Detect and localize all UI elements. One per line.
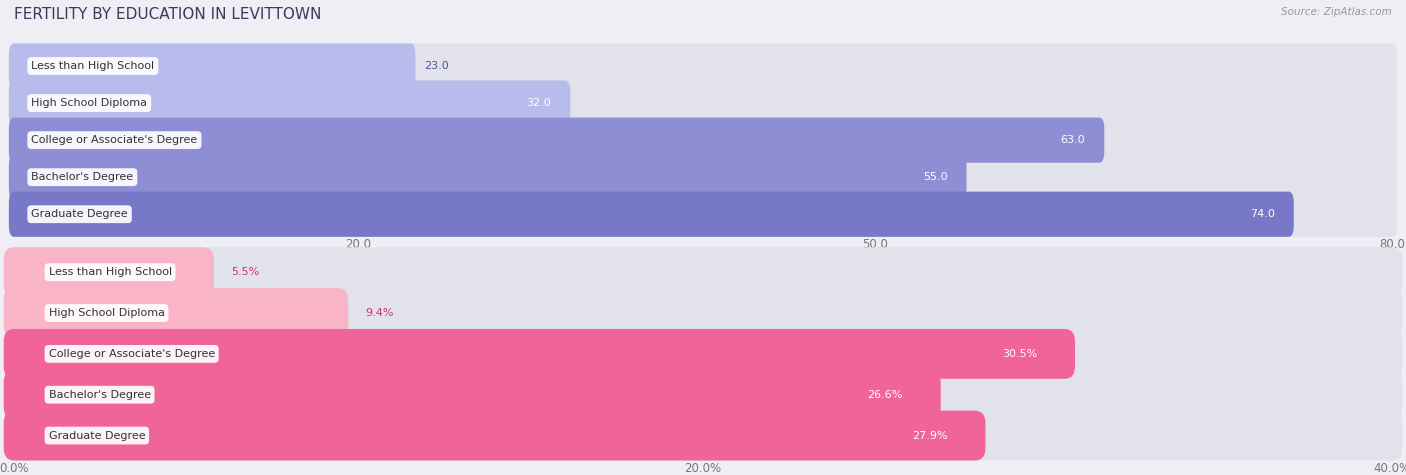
Text: Graduate Degree: Graduate Degree [31, 209, 128, 219]
Text: College or Associate's Degree: College or Associate's Degree [48, 349, 215, 359]
Text: 9.4%: 9.4% [366, 308, 394, 318]
FancyBboxPatch shape [4, 288, 1402, 338]
FancyBboxPatch shape [8, 43, 1398, 89]
FancyBboxPatch shape [8, 117, 1104, 163]
FancyBboxPatch shape [4, 288, 349, 338]
Text: 5.5%: 5.5% [231, 267, 259, 277]
Text: Less than High School: Less than High School [48, 267, 172, 277]
Text: 23.0: 23.0 [425, 61, 449, 71]
Text: Graduate Degree: Graduate Degree [48, 430, 145, 441]
Text: 32.0: 32.0 [527, 98, 551, 108]
FancyBboxPatch shape [4, 247, 214, 297]
Text: 55.0: 55.0 [922, 172, 948, 182]
Text: 27.9%: 27.9% [912, 430, 948, 441]
FancyBboxPatch shape [4, 329, 1076, 379]
FancyBboxPatch shape [8, 154, 966, 200]
Text: 26.6%: 26.6% [868, 390, 903, 400]
FancyBboxPatch shape [4, 329, 1402, 379]
Text: High School Diploma: High School Diploma [31, 98, 148, 108]
FancyBboxPatch shape [4, 411, 986, 460]
Text: High School Diploma: High School Diploma [48, 308, 165, 318]
FancyBboxPatch shape [8, 154, 1398, 200]
Text: Source: ZipAtlas.com: Source: ZipAtlas.com [1281, 7, 1392, 17]
FancyBboxPatch shape [8, 80, 571, 126]
FancyBboxPatch shape [4, 370, 1402, 419]
Text: FERTILITY BY EDUCATION IN LEVITTOWN: FERTILITY BY EDUCATION IN LEVITTOWN [14, 7, 322, 22]
Text: Less than High School: Less than High School [31, 61, 155, 71]
FancyBboxPatch shape [4, 247, 1402, 297]
FancyBboxPatch shape [8, 80, 1398, 126]
Text: Bachelor's Degree: Bachelor's Degree [48, 390, 150, 400]
FancyBboxPatch shape [4, 370, 941, 419]
FancyBboxPatch shape [8, 191, 1398, 237]
Text: Bachelor's Degree: Bachelor's Degree [31, 172, 134, 182]
FancyBboxPatch shape [8, 117, 1398, 163]
Text: 63.0: 63.0 [1060, 135, 1085, 145]
Text: 74.0: 74.0 [1250, 209, 1275, 219]
FancyBboxPatch shape [4, 411, 1402, 460]
Text: College or Associate's Degree: College or Associate's Degree [31, 135, 197, 145]
FancyBboxPatch shape [8, 191, 1294, 237]
Text: 30.5%: 30.5% [1002, 349, 1038, 359]
FancyBboxPatch shape [8, 43, 415, 89]
